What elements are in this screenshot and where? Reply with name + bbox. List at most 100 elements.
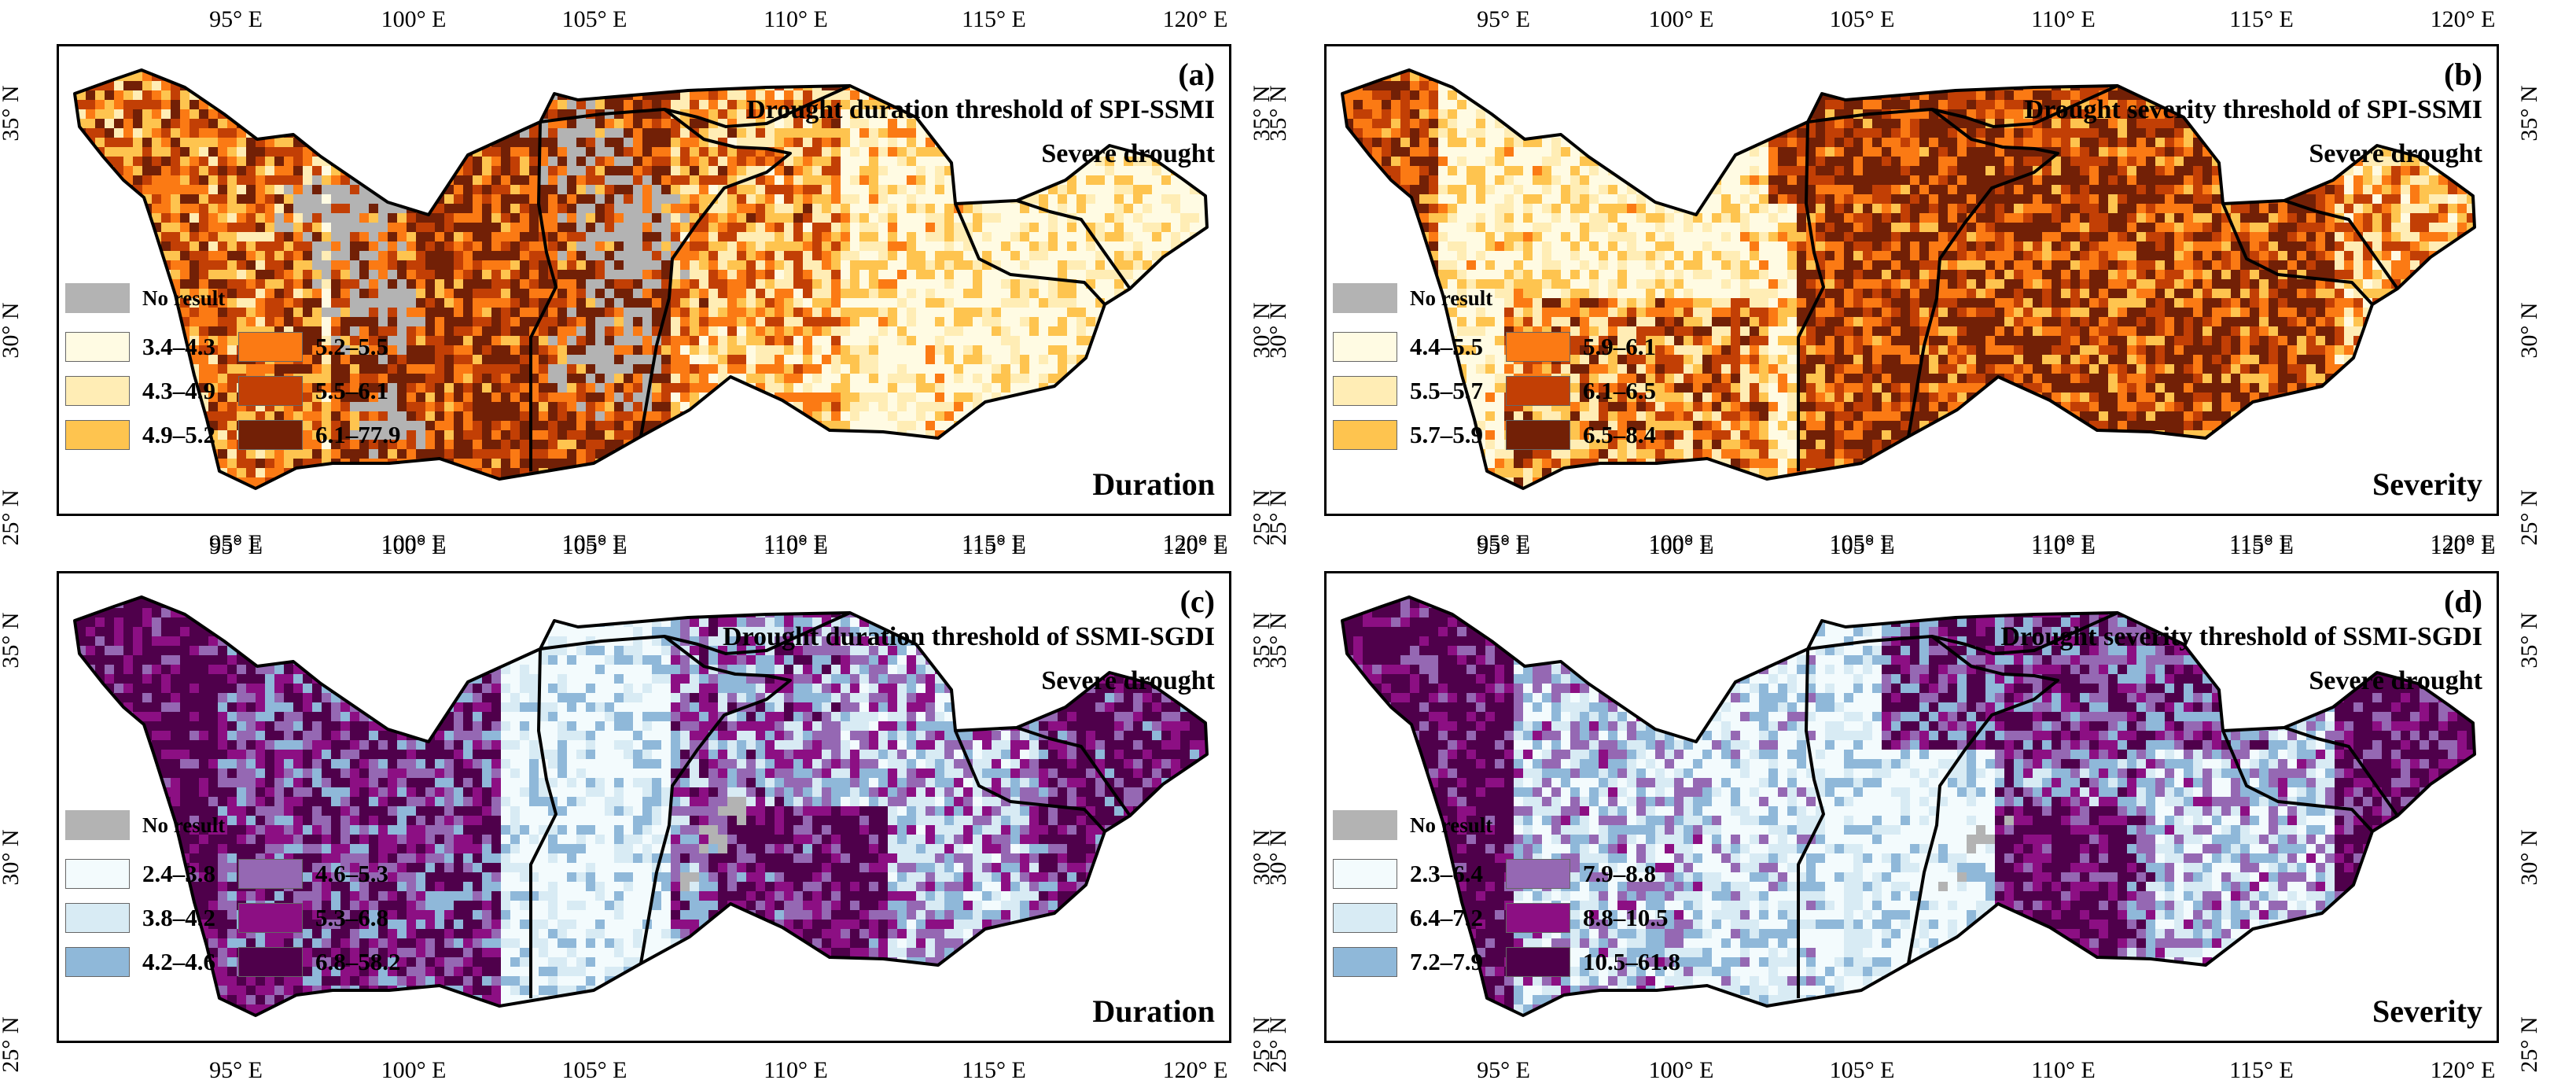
sub-basin-boundary xyxy=(954,730,1106,833)
legend-label: 4.4–5.5 xyxy=(1410,333,1483,360)
lon-tick-label-top: 105° E xyxy=(561,533,627,559)
sub-basin-boundary xyxy=(539,611,851,655)
legend-label: 5.2–5.5 xyxy=(315,333,388,360)
legend-swatch xyxy=(1506,903,1570,933)
sub-basin-boundary xyxy=(539,84,851,128)
map-legend: No result 3.4–4.3 4.3–4.9 4.9–5.2 5.2–5.5 5.5… xyxy=(65,282,427,510)
panel-letter: (d) xyxy=(2444,584,2482,619)
lon-tick-label-bottom: 105° E xyxy=(1829,1057,1895,1083)
map-legend: No result 2.3–6.4 6.4–7.2 7.2–7.9 7.9–8.8 8.8… xyxy=(1333,809,1695,1038)
legend-item: 2.3–6.4 xyxy=(1333,858,1483,890)
lat-tick-label-left: 35° N xyxy=(1265,612,1291,669)
legend-label: 6.5–8.4 xyxy=(1583,421,1656,448)
legend-item: 3.8–4.2 xyxy=(65,902,215,934)
panel-title: Drought severity threshold of SSMI-SGDI xyxy=(2000,622,2482,651)
legend-item: 5.7–5.9 xyxy=(1333,419,1483,451)
legend-item-no-result: No result xyxy=(1333,809,1492,841)
lat-tick-label-right: 35° N xyxy=(2516,85,2542,142)
lon-tick-label-top: 105° E xyxy=(1829,6,1895,32)
sub-basin-boundary xyxy=(1907,108,2059,437)
sub-basin-boundary xyxy=(529,121,558,471)
lat-tick-label-right: 35° N xyxy=(2516,612,2542,669)
basin-raster-map xyxy=(1341,68,2476,490)
lon-tick-label-top: 95° E xyxy=(209,6,263,32)
legend-swatch xyxy=(1333,332,1397,362)
lon-tick-label-top: 100° E xyxy=(381,533,447,559)
legend-item: 4.2–4.6 xyxy=(65,946,215,978)
legend-swatch xyxy=(238,859,303,889)
lon-tick-label-bottom: 100° E xyxy=(381,530,447,556)
panel-letter: (c) xyxy=(1179,584,1215,619)
lat-tick-label-left: 35° N xyxy=(0,612,24,669)
lon-tick-label-bottom: 95° E xyxy=(1477,1057,1530,1083)
lon-tick-label-top: 115° E xyxy=(962,533,1026,559)
lon-tick-label-top: 110° E xyxy=(764,533,828,559)
map-frame: (b) Drought severity threshold of SPI-SSM… xyxy=(1324,44,2499,516)
legend-item: 5.5–5.7 xyxy=(1333,375,1483,407)
legend-item: 2.4–3.8 xyxy=(65,858,215,890)
panel-letter: (b) xyxy=(2444,57,2482,92)
lon-tick-label-top: 95° E xyxy=(1477,533,1530,559)
sub-basin-boundary xyxy=(1797,648,1825,998)
lon-tick-label-bottom: 100° E xyxy=(381,1057,447,1083)
legend-label: 5.3–6.8 xyxy=(315,904,388,931)
lat-tick-label-left: 25° N xyxy=(0,1016,24,1073)
legend-label: 2.4–3.8 xyxy=(142,860,215,887)
legend-swatch xyxy=(1333,376,1397,406)
basin-outline xyxy=(73,595,1209,1017)
lon-tick-label-bottom: 110° E xyxy=(764,530,828,556)
legend-label: No result xyxy=(142,813,226,837)
legend-label: 4.6–5.3 xyxy=(315,860,388,887)
legend-label: 4.2–4.6 xyxy=(142,948,215,975)
basin-outline xyxy=(1341,68,2476,490)
legend-swatch xyxy=(238,420,303,450)
lon-tick-label-bottom: 110° E xyxy=(2031,530,2096,556)
legend-swatch xyxy=(65,947,130,977)
map-frame: (c) Drought duration threshold of SSMI-SG… xyxy=(57,571,1231,1043)
lat-tick-label-left: 35° N xyxy=(0,85,24,142)
panel-title: Drought duration threshold of SPI-SSMI xyxy=(746,95,1215,124)
legend-label: 10.5–61.8 xyxy=(1583,948,1680,975)
legend-item: 7.2–7.9 xyxy=(1333,946,1483,978)
lon-tick-label-top: 115° E xyxy=(2229,533,2294,559)
legend-item: 8.8–10.5 xyxy=(1506,902,1669,934)
panel-subtitle: Severe drought xyxy=(1041,666,1215,695)
legend-label: 4.3–4.9 xyxy=(142,377,215,404)
lat-tick-label-left: 25° N xyxy=(1265,1016,1291,1073)
legend-label: 5.7–5.9 xyxy=(1410,421,1483,448)
legend-label: 4.9–5.2 xyxy=(142,421,215,448)
lon-tick-label-bottom: 120° E xyxy=(2430,530,2496,556)
legend-item: 4.4–5.5 xyxy=(1333,331,1483,363)
lon-tick-label-bottom: 105° E xyxy=(1829,530,1895,556)
map-panel-a: 95° E 95° E 100° E 100° E 105° E 105° E 110° E… xyxy=(0,0,1290,564)
legend-swatch xyxy=(1506,376,1570,406)
legend-item: 6.4–7.2 xyxy=(1333,902,1483,934)
lon-tick-label-top: 95° E xyxy=(209,533,263,559)
lon-tick-label-bottom: 95° E xyxy=(1477,530,1530,556)
legend-label: 3.4–4.3 xyxy=(142,333,215,360)
lon-tick-label-bottom: 115° E xyxy=(962,1057,1026,1083)
lon-tick-label-top: 100° E xyxy=(1648,6,1714,32)
basin-raster-map xyxy=(73,595,1209,1017)
legend-label: 2.3–6.4 xyxy=(1410,860,1483,887)
legend-swatch xyxy=(238,947,303,977)
lon-tick-label-bottom: 105° E xyxy=(561,1057,627,1083)
legend-swatch xyxy=(65,810,130,840)
sub-basin-boundary xyxy=(1016,726,1132,817)
legend-item: 5.2–5.5 xyxy=(238,331,388,363)
legend-item: 5.3–6.8 xyxy=(238,902,388,934)
sub-basin-boundary xyxy=(2221,730,2374,833)
map-frame: (a) Drought duration threshold of SPI-SSM… xyxy=(57,44,1231,516)
panel-variable: Severity xyxy=(2372,993,2482,1029)
legend-item: 5.5–6.1 xyxy=(238,375,388,407)
lon-tick-label-top: 105° E xyxy=(561,6,627,32)
map-legend: No result 4.4–5.5 5.5–5.7 5.7–5.9 5.9–6.1 6.1… xyxy=(1333,282,1695,510)
lon-tick-label-top: 120° E xyxy=(1162,6,1228,32)
legend-swatch xyxy=(1333,420,1397,450)
legend-swatch xyxy=(238,332,303,362)
legend-swatch xyxy=(1333,283,1397,313)
legend-item: 6.5–8.4 xyxy=(1506,419,1656,451)
legend-label: 5.9–6.1 xyxy=(1583,333,1656,360)
legend-label: 6.8–58.2 xyxy=(315,948,401,975)
panel-variable: Severity xyxy=(2372,466,2482,502)
